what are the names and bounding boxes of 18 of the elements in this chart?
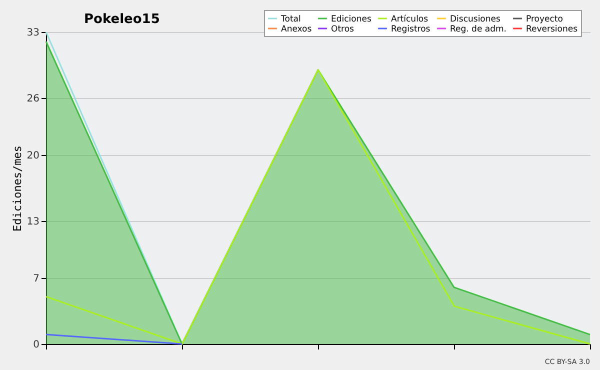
chart-title: Pokeleo15 bbox=[84, 12, 160, 27]
legend-label: Ediciones bbox=[331, 14, 372, 24]
legend-label: Discusiones bbox=[450, 14, 502, 24]
legend-label: Total bbox=[280, 14, 301, 24]
y-tick-label: 26 bbox=[26, 94, 40, 105]
legend-label: Otros bbox=[331, 24, 355, 34]
legend-label: Proyecto bbox=[526, 14, 563, 24]
y-tick-label: 33 bbox=[26, 28, 40, 38]
legend-label: Artículos bbox=[391, 14, 429, 24]
legend-label: Registros bbox=[391, 24, 431, 34]
y-tick-label: 7 bbox=[33, 273, 40, 284]
legend-label: Anexos bbox=[281, 24, 312, 34]
y-tick-label: 13 bbox=[26, 216, 40, 228]
y-axis-title: Ediciones/mes bbox=[10, 145, 24, 232]
legend-label: Reversiones bbox=[526, 24, 578, 34]
y-tick-label: 20 bbox=[26, 150, 40, 162]
legend-label: Reg. de adm. bbox=[450, 24, 506, 34]
y-tick-label: 0 bbox=[33, 340, 40, 350]
